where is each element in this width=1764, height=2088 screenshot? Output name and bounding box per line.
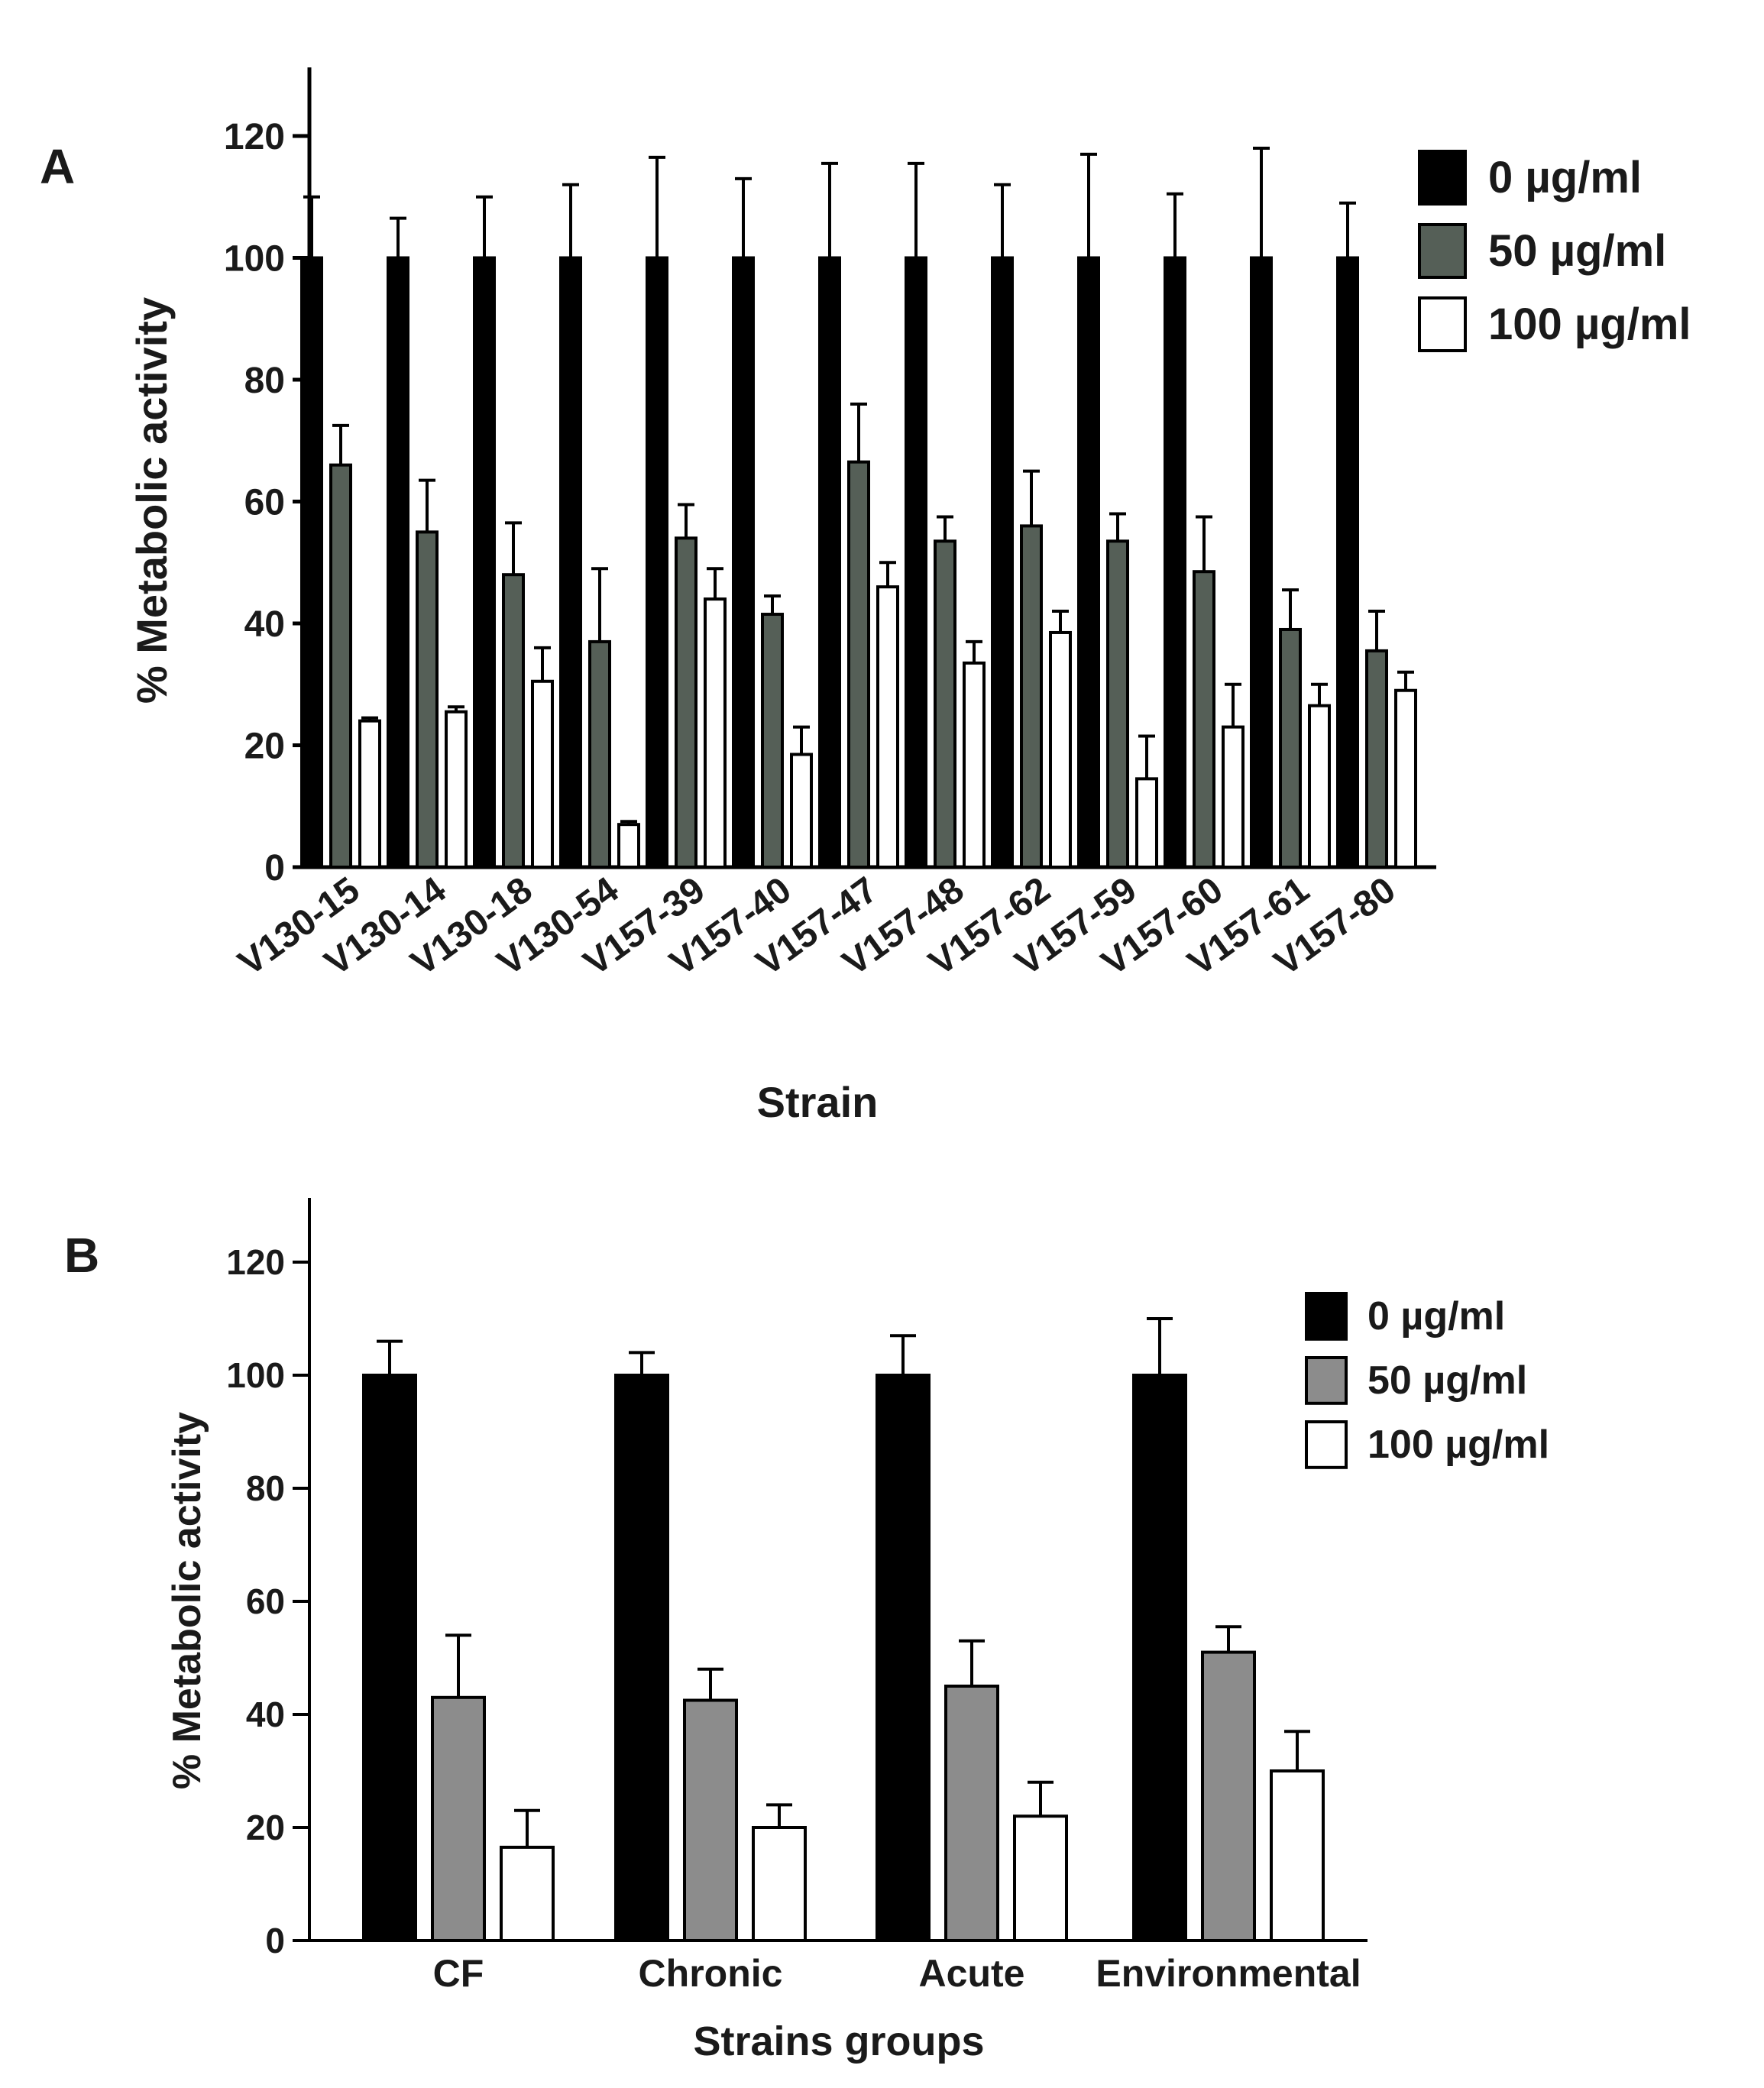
bar <box>1394 688 1417 869</box>
bar <box>617 823 640 869</box>
y-tick-label: 60 <box>244 482 285 523</box>
x-tick-label: CF <box>433 1952 484 1995</box>
bar <box>473 256 496 869</box>
legend-label: 100 µg/ml <box>1488 299 1691 349</box>
bar <box>905 256 927 869</box>
bar <box>761 613 784 869</box>
bar <box>416 530 439 869</box>
panel-label: B <box>64 1228 99 1283</box>
bar <box>329 463 352 869</box>
bar <box>1013 1814 1068 1942</box>
legend-label: 50 µg/ml <box>1488 226 1666 276</box>
bar <box>502 573 525 869</box>
bar <box>1049 630 1072 869</box>
bar <box>1135 777 1158 869</box>
bar <box>531 679 554 869</box>
bar <box>614 1374 669 1942</box>
bar <box>1279 627 1302 869</box>
y-axis-title: % Metabolic activity <box>128 297 176 704</box>
bar <box>991 256 1014 869</box>
bar <box>944 1685 999 1942</box>
bar <box>387 256 409 869</box>
y-tick-label: 60 <box>246 1581 285 1621</box>
panel-a: A020406080100120V130-15V130-14V130-18V13… <box>40 67 1691 1126</box>
y-tick-label: 80 <box>244 361 285 401</box>
bar <box>588 639 611 869</box>
bar <box>646 256 668 869</box>
panel-label: A <box>40 139 75 194</box>
legend: 0 µg/ml 50 µg/ml 100 µg/ml <box>1418 150 1691 352</box>
y-tick-label: 80 <box>246 1468 285 1508</box>
bar <box>1164 256 1186 869</box>
x-axis-title: Strains groups <box>693 2018 984 2064</box>
bar <box>1193 570 1215 869</box>
bar <box>704 597 727 869</box>
bar <box>934 539 956 869</box>
bar <box>732 256 755 869</box>
y-tick-label: 100 <box>226 1355 285 1395</box>
bar <box>1336 256 1359 869</box>
bar <box>358 719 381 869</box>
bar <box>818 256 841 869</box>
bar <box>1270 1769 1325 1942</box>
bar <box>683 1698 738 1942</box>
bar <box>300 256 323 869</box>
legend-swatch <box>1418 223 1467 279</box>
y-tick-label: 40 <box>244 604 285 645</box>
legend-label: 50 µg/ml <box>1368 1358 1527 1403</box>
legend-swatch <box>1418 150 1467 206</box>
y-tick-label: 20 <box>246 1808 285 1847</box>
bar <box>1308 704 1331 869</box>
bar <box>790 753 813 869</box>
bar <box>1201 1650 1256 1943</box>
legend-swatch <box>1305 1292 1348 1341</box>
y-tick-label: 100 <box>224 238 285 279</box>
bar <box>1132 1374 1187 1942</box>
y-tick-label: 40 <box>246 1695 285 1734</box>
x-tick-label: Acute <box>919 1952 1025 1995</box>
bar <box>1250 256 1273 869</box>
y-tick-label: 20 <box>244 726 285 766</box>
bar <box>1106 539 1129 869</box>
bar <box>362 1374 417 1942</box>
x-tick-label: Environmental <box>1096 1952 1361 1995</box>
bar <box>559 256 582 869</box>
panel-b: B 0 20 40 60 80 100 120 CF Chronic Acute Environmen… <box>64 1198 1549 2064</box>
bar <box>1077 256 1100 869</box>
legend-swatch <box>1418 296 1467 352</box>
legend-label: 0 µg/ml <box>1368 1294 1505 1339</box>
bar <box>752 1826 807 1942</box>
bar <box>847 460 870 869</box>
x-axis-title: Strain <box>757 1078 879 1126</box>
bar <box>876 585 899 869</box>
legend: 0 µg/ml 50 µg/ml 100 µg/ml <box>1305 1292 1549 1469</box>
bar <box>1020 524 1043 869</box>
legend-label: 0 µg/ml <box>1488 153 1642 202</box>
legend-swatch <box>1305 1356 1348 1405</box>
y-tick-label: 0 <box>264 848 285 889</box>
bar <box>963 661 986 869</box>
y-axis-title: % Metabolic activity <box>165 1412 209 1789</box>
y-tick-label: 0 <box>265 1921 285 1960</box>
bar <box>500 1845 555 1942</box>
x-tick-label: Chronic <box>639 1952 783 1995</box>
legend-swatch <box>1305 1420 1348 1469</box>
y-tick-label: 120 <box>226 1242 285 1282</box>
bar <box>675 536 698 869</box>
y-tick-label: 120 <box>224 117 285 157</box>
bar <box>445 710 468 869</box>
bar <box>1365 649 1388 869</box>
bar <box>1222 725 1245 869</box>
bar <box>876 1374 931 1942</box>
legend-label: 100 µg/ml <box>1368 1423 1549 1467</box>
bar <box>431 1695 486 1943</box>
